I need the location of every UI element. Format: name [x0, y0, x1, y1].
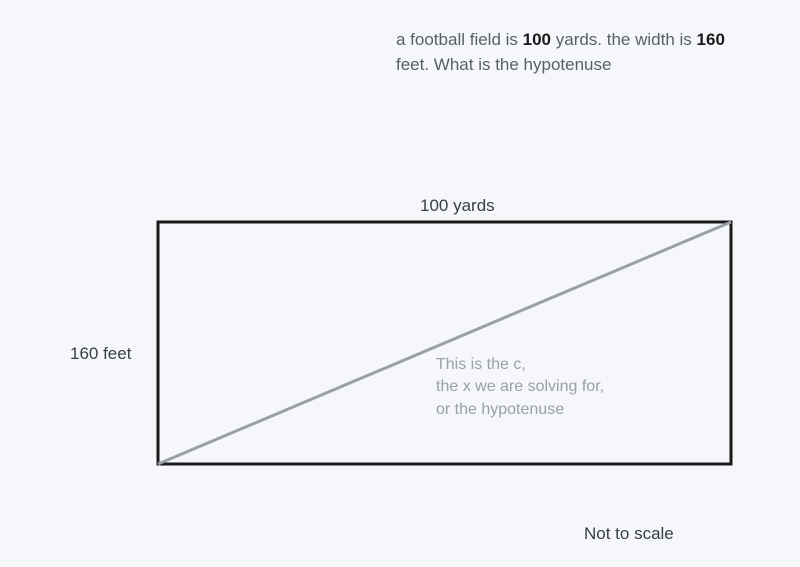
question-prefix: a football field is	[396, 30, 523, 49]
question-width: 160	[697, 30, 725, 49]
left-dimension-label: 160 feet	[70, 344, 131, 364]
diagram-svg	[156, 220, 733, 466]
annotation-line-1: This is the c,	[436, 354, 604, 376]
hypotenuse-line	[158, 222, 731, 464]
not-to-scale-label: Not to scale	[584, 524, 674, 544]
question-text: a football field is 100 yards. the width…	[396, 28, 736, 77]
question-suffix: feet. What is the hypotenuse	[396, 55, 611, 74]
hypotenuse-annotation: This is the c, the x we are solving for,…	[436, 354, 604, 421]
question-mid1: yards. the width is	[551, 30, 697, 49]
annotation-line-2: the x we are solving for,	[436, 376, 604, 398]
top-dimension-label: 100 yards	[420, 196, 495, 216]
rectangle-diagram	[156, 220, 733, 466]
annotation-line-3: or the hypotenuse	[436, 399, 604, 421]
question-length: 100	[523, 30, 551, 49]
